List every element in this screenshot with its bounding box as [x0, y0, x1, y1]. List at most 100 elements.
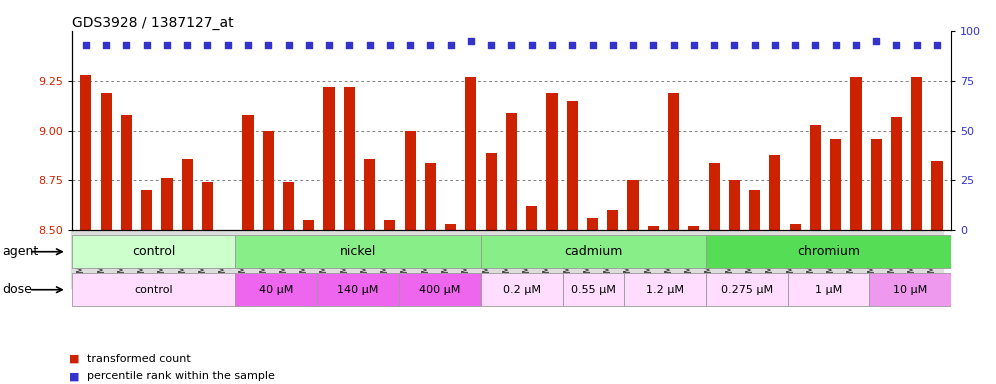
Point: [159, 41, 175, 48]
Bar: [81, 74, 92, 230]
Bar: [384, 220, 395, 230]
Bar: [425, 162, 436, 230]
Point: [119, 41, 134, 48]
Point: [645, 41, 661, 48]
Point: [240, 41, 256, 48]
Point: [138, 41, 154, 48]
Text: 1.2 μM: 1.2 μM: [645, 285, 684, 295]
Bar: [121, 114, 132, 230]
Point: [524, 41, 540, 48]
Point: [220, 41, 236, 48]
Point: [828, 41, 844, 48]
Point: [787, 41, 803, 48]
Bar: [465, 77, 476, 230]
Bar: [486, 152, 497, 230]
Text: GDS3928 / 1387127_at: GDS3928 / 1387127_at: [72, 16, 233, 30]
Text: ■: ■: [69, 354, 80, 364]
Text: nickel: nickel: [340, 245, 376, 258]
Text: agent: agent: [2, 245, 38, 258]
Point: [908, 41, 924, 48]
Point: [848, 41, 864, 48]
Bar: [931, 161, 942, 230]
Bar: [72, 273, 235, 306]
Bar: [202, 182, 213, 230]
Bar: [810, 124, 821, 230]
Bar: [623, 273, 706, 306]
Point: [463, 38, 479, 44]
Point: [605, 41, 621, 48]
Point: [544, 41, 560, 48]
Bar: [161, 179, 172, 230]
Bar: [890, 117, 902, 230]
Point: [78, 41, 94, 48]
Bar: [506, 113, 517, 230]
Bar: [181, 159, 193, 230]
Bar: [481, 273, 563, 306]
Bar: [235, 235, 481, 268]
Point: [362, 41, 377, 48]
Bar: [317, 273, 399, 306]
Bar: [851, 77, 862, 230]
Bar: [445, 224, 456, 230]
Bar: [769, 154, 781, 230]
Bar: [141, 190, 152, 230]
Bar: [235, 273, 317, 306]
Text: 40 μM: 40 μM: [259, 285, 294, 295]
Text: control: control: [134, 285, 173, 295]
Point: [665, 41, 681, 48]
Point: [929, 41, 945, 48]
Point: [301, 41, 317, 48]
Bar: [706, 235, 951, 268]
Bar: [344, 87, 355, 230]
Bar: [222, 230, 233, 244]
Bar: [911, 77, 922, 230]
Point: [402, 41, 418, 48]
Text: 0.275 μM: 0.275 μM: [720, 285, 773, 295]
Point: [585, 41, 601, 48]
Bar: [587, 218, 598, 230]
Bar: [790, 224, 801, 230]
Point: [503, 41, 520, 48]
Bar: [688, 227, 699, 230]
Text: 400 μM: 400 μM: [419, 285, 460, 295]
Bar: [647, 227, 659, 230]
Point: [686, 41, 702, 48]
Bar: [526, 207, 537, 230]
Bar: [547, 93, 558, 230]
Point: [483, 41, 499, 48]
Point: [442, 41, 458, 48]
Text: percentile rank within the sample: percentile rank within the sample: [87, 371, 275, 381]
Bar: [870, 273, 951, 306]
Point: [869, 38, 884, 44]
Bar: [608, 210, 619, 230]
Point: [625, 41, 641, 48]
Bar: [399, 273, 481, 306]
Bar: [749, 190, 760, 230]
Text: transformed count: transformed count: [87, 354, 190, 364]
Bar: [563, 273, 623, 306]
Point: [706, 41, 722, 48]
Bar: [481, 235, 706, 268]
Text: dose: dose: [2, 283, 32, 296]
Point: [281, 41, 297, 48]
Bar: [627, 180, 638, 230]
Bar: [101, 93, 112, 230]
Point: [342, 41, 358, 48]
Point: [747, 41, 763, 48]
Text: ■: ■: [69, 371, 80, 381]
Point: [260, 41, 276, 48]
Bar: [364, 159, 375, 230]
Point: [767, 41, 783, 48]
Bar: [668, 93, 679, 230]
Bar: [242, 114, 254, 230]
Text: 10 μM: 10 μM: [893, 285, 927, 295]
Bar: [567, 101, 578, 230]
Bar: [283, 182, 294, 230]
Text: 1 μM: 1 μM: [815, 285, 842, 295]
Point: [199, 41, 215, 48]
Bar: [788, 273, 870, 306]
Bar: [303, 220, 315, 230]
Bar: [72, 235, 235, 268]
Bar: [871, 139, 881, 230]
Point: [726, 41, 742, 48]
